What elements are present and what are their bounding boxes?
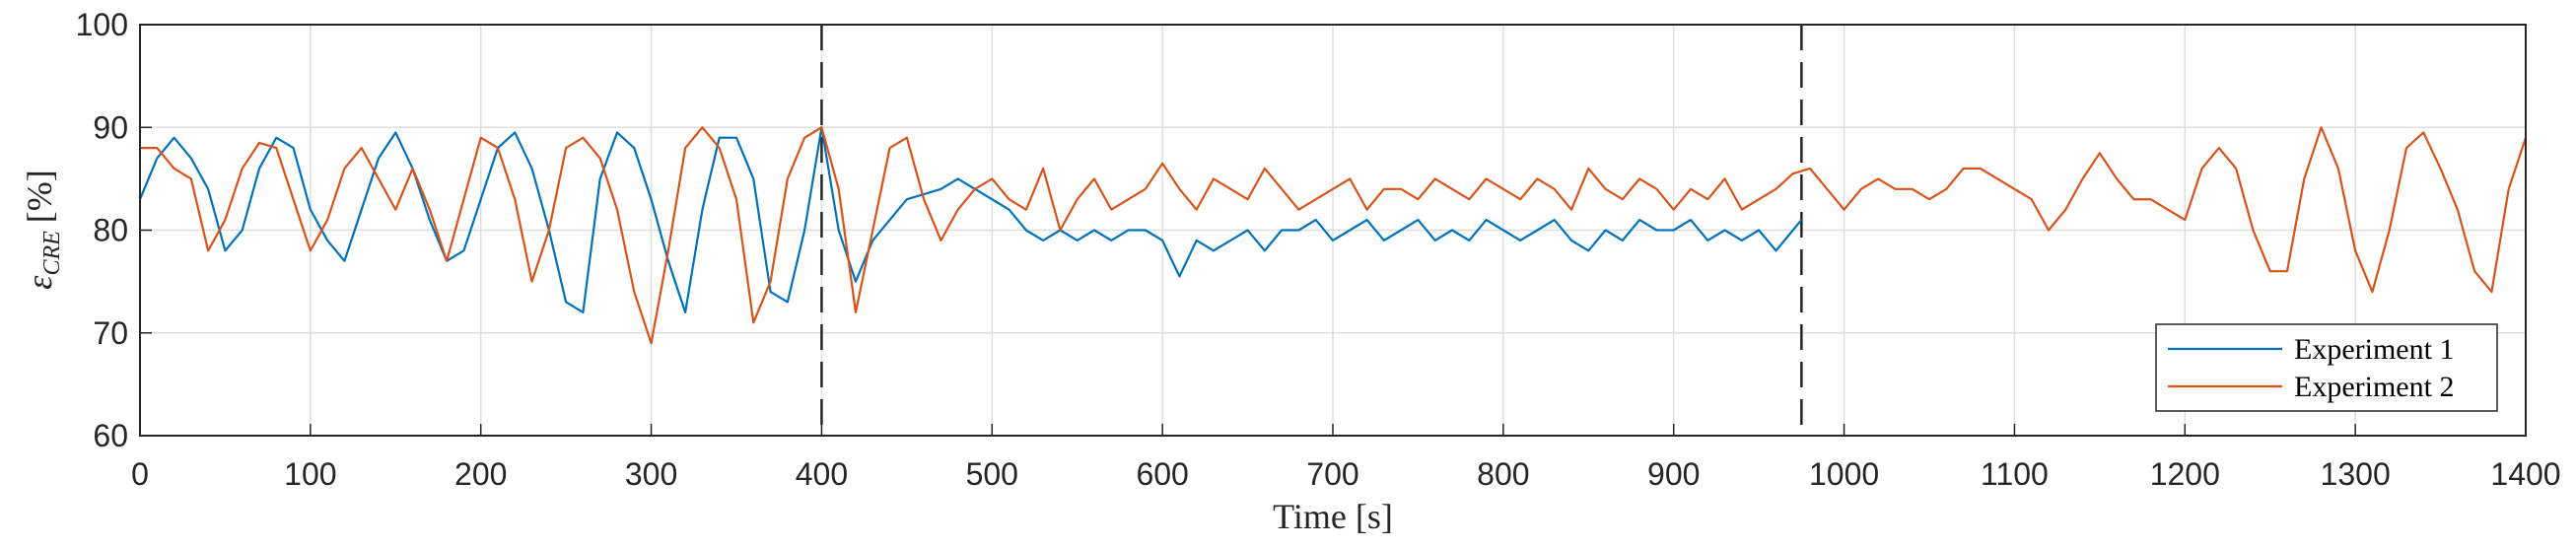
x-tick-label: 900 [1647,456,1700,492]
series-line [140,126,2528,345]
legend: Experiment 1 Experiment 2 [2155,323,2498,412]
x-tick-label: 1400 [2490,456,2560,492]
y-tick-label: 100 [76,7,128,42]
y-axis-label: εCRE [%] [20,170,65,289]
x-tick-label: 200 [454,456,507,492]
x-tick-label: 400 [796,456,848,492]
x-tick-label: 700 [1306,456,1358,492]
y-label-unit: [%] [20,170,59,223]
x-tick-label: 600 [1136,456,1188,492]
y-tick-label: 80 [93,213,128,248]
legend-label: Experiment 1 [2294,333,2454,366]
y-tick-label: 60 [93,418,128,453]
x-tick-label: 1300 [2321,456,2391,492]
x-axis-label: Time [s] [1273,497,1393,536]
y-tick-label: 90 [93,109,128,145]
y-label-subscript: CRE [39,231,65,276]
x-tick-label: 1100 [1981,456,2049,492]
y-label-symbol: ε [20,275,59,290]
x-tick-label: 800 [1477,456,1529,492]
x-tick-label: 300 [625,456,677,492]
legend-label: Experiment 2 [2294,371,2454,403]
x-tick-label: 0 [131,456,149,492]
x-tick-label: 1000 [1809,456,1879,492]
legend-box [2155,323,2498,412]
x-tick-label: 100 [284,456,336,492]
plot-frame [139,24,2527,437]
x-tick-label: 500 [966,456,1018,492]
x-tick-label: 1200 [2150,456,2220,492]
y-tick-label: 70 [93,315,128,351]
